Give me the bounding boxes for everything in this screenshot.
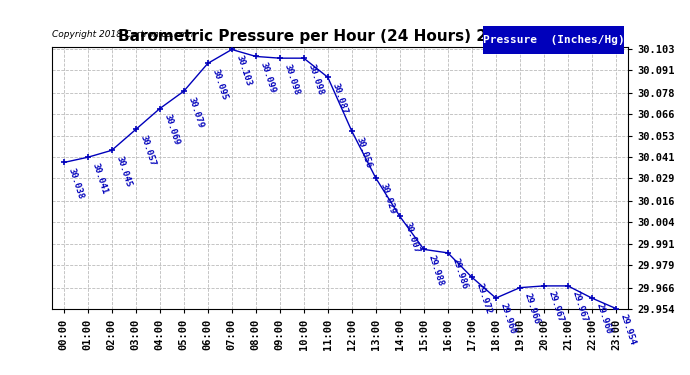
- Text: 30.099: 30.099: [259, 61, 277, 94]
- Text: 30.041: 30.041: [90, 161, 109, 195]
- Text: 29.967: 29.967: [546, 290, 565, 324]
- Text: 30.098: 30.098: [306, 62, 325, 96]
- Text: 29.986: 29.986: [451, 257, 469, 291]
- Text: 29.988: 29.988: [426, 254, 445, 287]
- Text: 30.038: 30.038: [66, 166, 85, 200]
- Text: 30.087: 30.087: [331, 81, 349, 115]
- Text: 30.007: 30.007: [403, 220, 421, 254]
- Text: 30.079: 30.079: [186, 95, 205, 129]
- Text: 29.960: 29.960: [499, 302, 518, 336]
- Text: 30.056: 30.056: [355, 135, 373, 169]
- Text: Copyright 2018 Cartronics.com: Copyright 2018 Cartronics.com: [52, 30, 193, 39]
- Text: 29.966: 29.966: [522, 292, 541, 325]
- Text: 30.069: 30.069: [163, 113, 181, 146]
- Text: 30.103: 30.103: [235, 54, 253, 87]
- Text: 30.057: 30.057: [139, 134, 157, 167]
- Text: Pressure  (Inches/Hg): Pressure (Inches/Hg): [483, 35, 624, 45]
- Text: 29.960: 29.960: [595, 302, 613, 336]
- Text: 30.045: 30.045: [115, 154, 133, 188]
- Text: 29.967: 29.967: [571, 290, 589, 324]
- Title: Barometric Pressure per Hour (24 Hours) 20180507: Barometric Pressure per Hour (24 Hours) …: [118, 29, 562, 44]
- Text: 29.972: 29.972: [475, 281, 493, 315]
- Text: 30.095: 30.095: [210, 68, 229, 101]
- Text: 30.029: 30.029: [379, 182, 397, 216]
- Text: 29.954: 29.954: [619, 313, 637, 346]
- Text: 30.098: 30.098: [283, 62, 301, 96]
